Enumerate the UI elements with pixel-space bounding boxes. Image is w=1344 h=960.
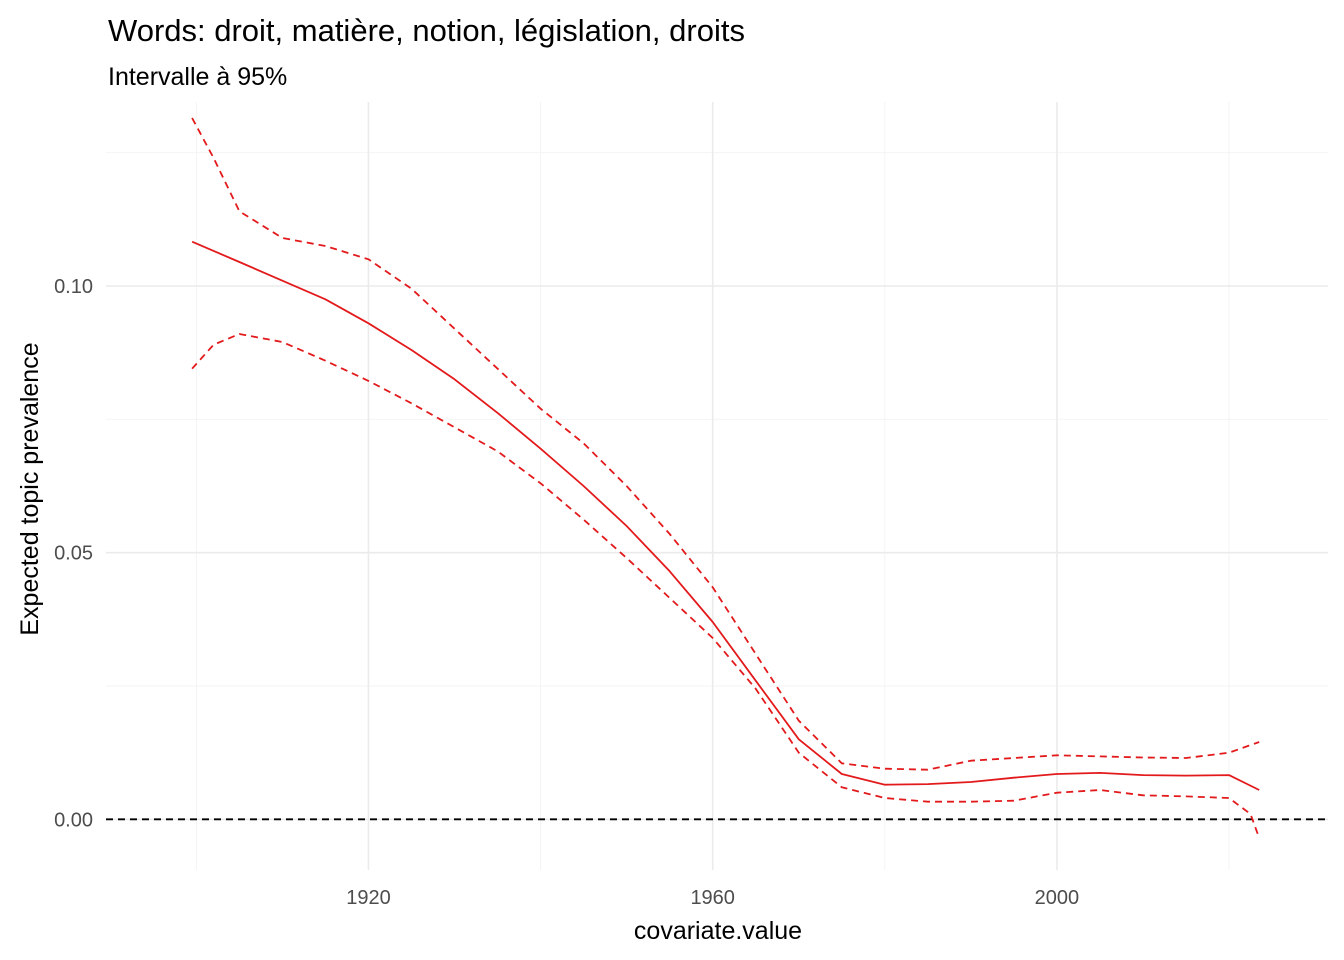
x-axis-title: covariate.value bbox=[634, 917, 802, 945]
series-layer bbox=[191, 117, 1261, 839]
x-axis-ticks: 1920 1960 2000 bbox=[346, 887, 1079, 909]
series-line-lower-ci bbox=[191, 333, 1261, 839]
y-axis-ticks: 0.00 0.05 0.10 bbox=[54, 276, 93, 831]
series-line-upper-ci bbox=[191, 117, 1260, 771]
y-tick-label: 0.05 bbox=[54, 543, 93, 565]
x-tick-label: 2000 bbox=[1035, 887, 1080, 909]
x-tick-label: 1920 bbox=[346, 887, 391, 909]
grid-minor bbox=[106, 102, 1328, 870]
x-tick-label: 1960 bbox=[690, 887, 735, 909]
y-axis-title: Expected topic prevalence bbox=[16, 342, 44, 635]
series-line-estimate bbox=[191, 240, 1260, 791]
chart-subtitle: Intervalle à 95% bbox=[108, 63, 287, 91]
chart-title: Words: droit, matière, notion, législati… bbox=[108, 13, 745, 48]
grid-major bbox=[106, 102, 1328, 870]
y-tick-label: 0.10 bbox=[54, 276, 93, 298]
plot-panel bbox=[106, 102, 1328, 870]
y-tick-label: 0.00 bbox=[54, 809, 93, 831]
